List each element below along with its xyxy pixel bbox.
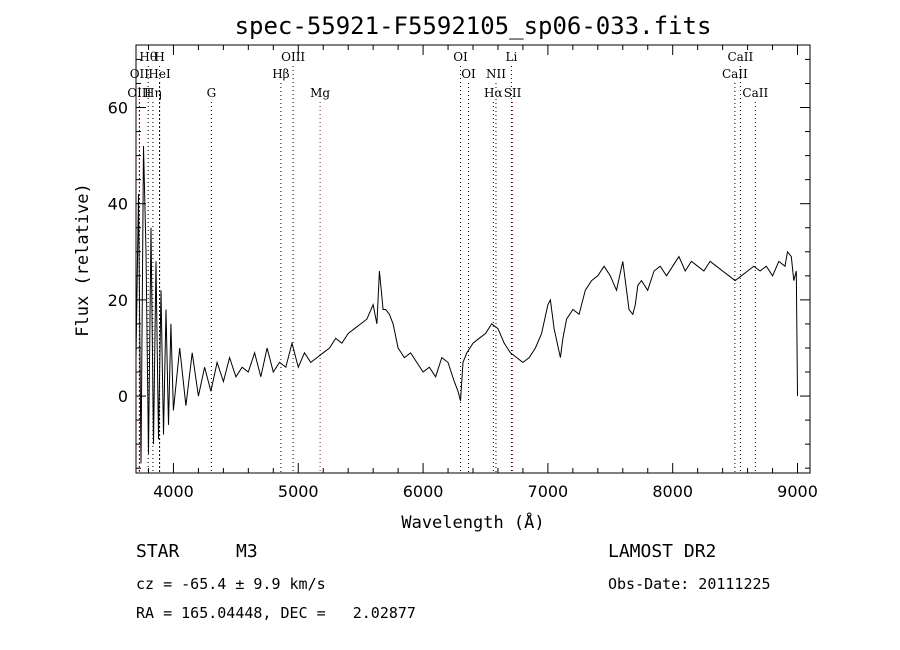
spectrum-line-0 (135, 145, 798, 464)
plot-frame (135, 44, 811, 474)
line-marker-label: Hα (484, 86, 503, 100)
line-marker-label: CaII (722, 67, 748, 81)
y-tick-label: 40 (108, 195, 128, 214)
x-tick-label: 6000 (403, 482, 444, 501)
y-axis-label: Flux (relative) (73, 183, 93, 337)
obs-date-text: Obs-Date: 20111225 (608, 575, 771, 593)
line-marker-label: Hη (144, 86, 162, 100)
x-axis-label: Wavelength (Å) (401, 511, 544, 533)
subclass-label: M3 (236, 541, 258, 562)
spectrum-series (135, 145, 798, 464)
line-marker-label: CaII (727, 50, 753, 64)
axis-ticks: 4000 5000 6000 7000 8000 9000 0 20 40 60 (108, 45, 818, 501)
x-tick-label: 4000 (153, 482, 194, 501)
line-marker-label: Li (506, 50, 518, 64)
line-marker-label: Hθ (139, 50, 157, 64)
x-tick-label: 7000 (528, 482, 569, 501)
class-label: STAR (136, 541, 180, 562)
line-marker-label: HeI (148, 67, 171, 81)
chart-title: spec-55921-F5592105_sp06-033.fits (235, 12, 712, 40)
line-marker-label: CaII (742, 86, 768, 100)
survey-label: LAMOST DR2 (608, 541, 717, 562)
line-marker-label: OI (461, 67, 476, 81)
x-tick-label: 9000 (777, 482, 818, 501)
y-tick-label: 20 (108, 291, 128, 310)
redshift-text: cz = -65.4 ± 9.9 km/s (136, 575, 326, 593)
x-tick-label: 8000 (652, 482, 693, 501)
x-tick-label: 5000 (278, 482, 319, 501)
line-marker-label: Hβ (272, 67, 289, 81)
line-marker-label: SII (504, 86, 522, 100)
coordinates-text: RA = 165.04448, DEC = 2.02877 (136, 604, 416, 622)
line-marker-label: OIII (281, 50, 305, 64)
line-marker-label: NII (486, 67, 506, 81)
y-tick-label: 0 (118, 387, 128, 406)
line-marker-label: OII (130, 67, 150, 81)
line-marker-label: OIII (127, 86, 151, 100)
line-marker-label: G (207, 86, 217, 100)
line-marker-label: OI (453, 50, 468, 64)
line-marker-label: Mg (310, 86, 330, 100)
y-tick-label: 60 (108, 99, 128, 118)
line-marker-label: H (154, 50, 164, 64)
